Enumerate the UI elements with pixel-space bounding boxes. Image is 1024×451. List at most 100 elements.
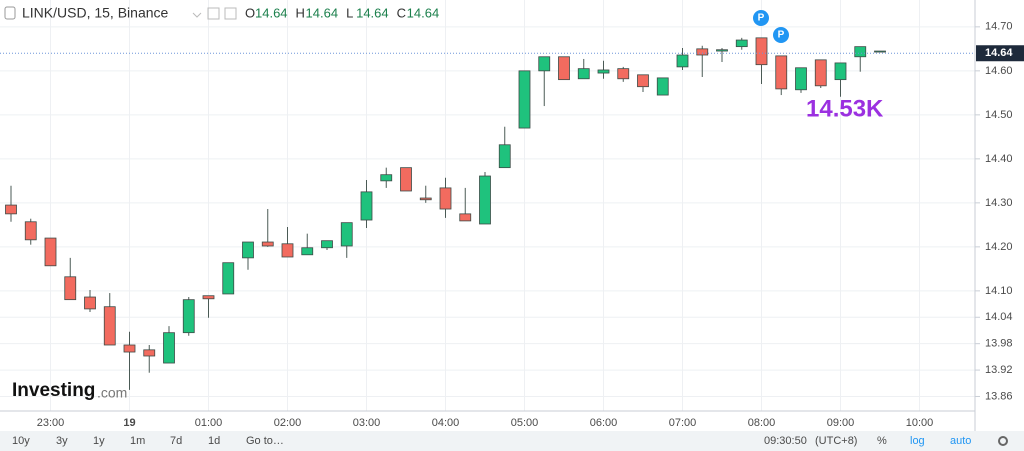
candle-body	[795, 67, 807, 91]
candle-body	[103, 306, 116, 346]
last-price-box	[976, 45, 1024, 62]
y-tick-label: 14.40	[985, 153, 1013, 165]
y-tick-label: 13.86	[985, 390, 1013, 402]
candle-body	[360, 191, 373, 221]
y-tick-label: 14.50	[985, 109, 1013, 121]
candle-body	[716, 49, 728, 52]
candle-body	[656, 77, 669, 96]
event-markers: P P	[753, 10, 789, 43]
y-tick-label: 14.04	[985, 311, 1013, 323]
candle-body	[834, 62, 847, 81]
event-marker[interactable]	[773, 27, 789, 43]
x-tick-label: 10:00	[906, 417, 934, 429]
percent-toggle[interactable]: %	[877, 435, 887, 447]
candle-body	[64, 276, 77, 301]
candle-body	[84, 296, 96, 310]
x-tick-label: 04:00	[432, 417, 460, 429]
legend-key: L	[346, 5, 353, 20]
range-button[interactable]: 7d	[170, 435, 182, 447]
log-toggle[interactable]: log	[910, 435, 925, 447]
annotation: 14.53K	[806, 95, 884, 122]
candle-body	[735, 39, 748, 48]
candle-body	[597, 69, 610, 74]
x-tick-label: 05:00	[511, 417, 539, 429]
candle-body	[202, 295, 215, 300]
candle-body	[242, 241, 254, 259]
candle-body	[380, 174, 393, 182]
candle-body	[696, 48, 709, 56]
ohlc-legend: O 14.64 H 14.64 L 14.64 C 14.64	[245, 5, 439, 20]
legend-key: O	[245, 5, 255, 20]
candle-body	[498, 144, 511, 169]
candle-body	[143, 349, 156, 357]
header-icons	[4, 6, 237, 20]
range-button[interactable]: 1y	[93, 435, 105, 447]
candle-body	[340, 222, 353, 247]
candle-body	[479, 175, 491, 225]
x-tick-label: 07:00	[669, 417, 697, 429]
candle-body	[775, 55, 788, 90]
y-tick-label: 14.60	[985, 65, 1013, 77]
range-button[interactable]: 1d	[208, 435, 220, 447]
candle-body	[281, 243, 294, 258]
legend-key: C	[397, 5, 406, 20]
candle-body	[44, 237, 57, 267]
candle-body	[854, 46, 867, 58]
logo-brand: Investing	[12, 380, 95, 401]
legend-value: 14.64	[306, 5, 339, 20]
x-tick-label: 08:00	[748, 417, 776, 429]
legend-value: 14.64	[255, 5, 288, 20]
legend-value: 14.64	[356, 5, 389, 20]
chart-title: LINK/USD, 15, Binance	[22, 5, 169, 21]
candle-body	[24, 221, 37, 241]
candle-body	[419, 197, 432, 201]
candle-body	[676, 54, 689, 68]
settings-icon[interactable]	[998, 436, 1008, 446]
range-button[interactable]: 3y	[56, 435, 68, 447]
icon	[4, 6, 16, 20]
y-tick-label: 14.30	[985, 197, 1013, 209]
timezone[interactable]: (UTC+8)	[815, 435, 857, 447]
x-tick-label: 06:00	[590, 417, 618, 429]
goto-button[interactable]: Go to…	[246, 435, 284, 447]
y-tick-label: 13.98	[985, 338, 1013, 350]
y-tick-label: 14.70	[985, 21, 1013, 33]
legend-value: 14.64	[407, 5, 440, 20]
icon	[207, 7, 220, 20]
candle-body	[637, 74, 649, 88]
auto-toggle[interactable]: auto	[950, 435, 971, 447]
candle-body	[459, 213, 472, 222]
x-tick-label: 09:00	[827, 417, 855, 429]
icon	[192, 12, 202, 18]
candle-body	[617, 68, 630, 80]
clock: 09:30:50	[764, 435, 807, 447]
candle-body	[874, 50, 886, 53]
candle-body	[5, 204, 17, 215]
x-tick-label: 02:00	[274, 417, 302, 429]
candle-body	[814, 59, 827, 87]
y-tick-label: 14.10	[985, 285, 1013, 297]
candle-body	[577, 68, 590, 80]
candle-body	[222, 262, 235, 295]
candle-body	[261, 241, 274, 247]
candle-body	[123, 344, 136, 353]
x-tick-label: 19	[123, 417, 135, 429]
candle-body	[301, 247, 314, 256]
candle-body	[538, 56, 551, 72]
toolbar-bg	[0, 431, 1024, 451]
range-button[interactable]: 10y	[12, 435, 30, 447]
event-label: P	[778, 30, 785, 41]
y-tick-label: 14.20	[985, 241, 1013, 253]
last-price-label: 14.64	[985, 47, 1013, 59]
event-marker[interactable]	[753, 10, 769, 26]
plot	[0, 0, 975, 411]
icon	[224, 7, 237, 20]
x-tick-label: 01:00	[195, 417, 223, 429]
candle-body	[400, 167, 412, 192]
x-tick-label: 03:00	[353, 417, 381, 429]
legend-key: H	[296, 5, 305, 20]
range-button[interactable]: 1m	[130, 435, 145, 447]
candle-body	[518, 70, 531, 129]
